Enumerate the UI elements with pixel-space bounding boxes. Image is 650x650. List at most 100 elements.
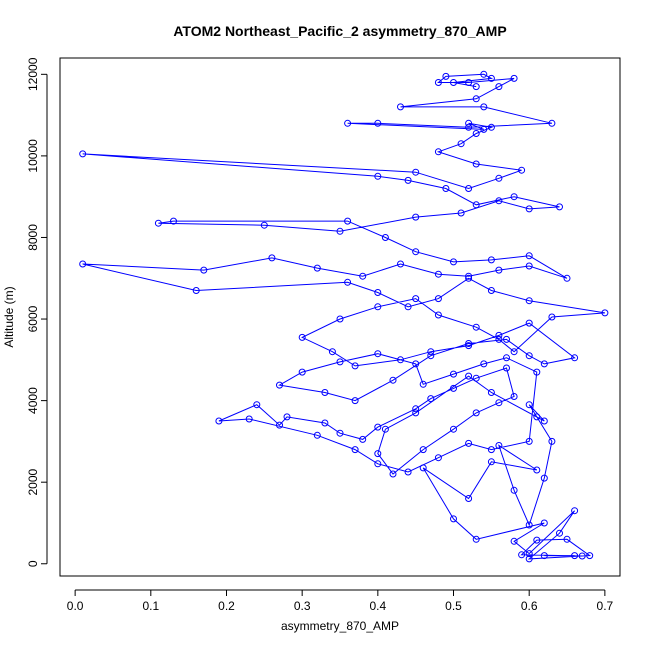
x-axis-label: asymmetry_870_AMP bbox=[281, 619, 399, 633]
data-point bbox=[487, 287, 495, 294]
data-point bbox=[503, 364, 510, 372]
data-point bbox=[434, 270, 442, 278]
data-point bbox=[359, 435, 367, 443]
data-point bbox=[268, 254, 276, 262]
data-point bbox=[450, 258, 457, 266]
data-point bbox=[298, 333, 306, 341]
data-point bbox=[397, 356, 404, 364]
y-tick-label: 6000 bbox=[26, 305, 40, 332]
y-tick-label: 2000 bbox=[26, 469, 40, 496]
data-point bbox=[442, 185, 450, 192]
data-point bbox=[359, 272, 367, 280]
data-point bbox=[321, 389, 329, 396]
data-point bbox=[336, 227, 344, 235]
data-point bbox=[245, 415, 253, 423]
data-point bbox=[389, 470, 397, 478]
data-point bbox=[374, 172, 382, 180]
data-point bbox=[480, 360, 488, 368]
plot-frame bbox=[59, 57, 621, 577]
data-point bbox=[495, 174, 503, 182]
x-tick-label: 0.1 bbox=[142, 599, 159, 613]
data-point bbox=[465, 439, 473, 447]
data-point bbox=[510, 348, 518, 356]
data-point bbox=[336, 315, 344, 323]
data-point bbox=[495, 197, 503, 205]
data-point bbox=[434, 79, 442, 86]
data-point bbox=[548, 437, 556, 445]
data-point bbox=[374, 423, 382, 431]
data-point bbox=[283, 413, 291, 421]
data-point bbox=[533, 466, 541, 474]
data-point bbox=[472, 535, 480, 543]
data-point bbox=[374, 450, 382, 458]
data-point bbox=[472, 83, 480, 91]
data-point bbox=[480, 103, 488, 111]
x-tick-label: 0.3 bbox=[294, 599, 311, 613]
data-point bbox=[170, 217, 177, 225]
data-point bbox=[525, 437, 533, 445]
chart-title: ATOM2 Northeast_Pacific_2 asymmetry_870_… bbox=[173, 23, 506, 39]
data-point bbox=[465, 372, 473, 380]
data-point bbox=[253, 401, 261, 409]
data-point bbox=[495, 335, 503, 343]
data-point bbox=[412, 295, 420, 303]
data-point bbox=[313, 264, 321, 272]
data-point bbox=[525, 555, 533, 563]
data-point bbox=[412, 213, 420, 221]
x-tick-label: 0.7 bbox=[597, 599, 614, 613]
data-point bbox=[487, 446, 495, 454]
data-point bbox=[586, 552, 594, 560]
data-point bbox=[487, 458, 495, 466]
data-point bbox=[374, 460, 382, 468]
data-point bbox=[389, 376, 397, 384]
data-point bbox=[381, 234, 389, 241]
data-point bbox=[450, 425, 457, 433]
data-point bbox=[601, 309, 609, 317]
data-point bbox=[412, 360, 420, 368]
data-point bbox=[525, 297, 533, 305]
data-point bbox=[276, 421, 283, 429]
data-point bbox=[525, 550, 533, 558]
data-point bbox=[556, 529, 563, 537]
data-point bbox=[533, 413, 541, 421]
data-point bbox=[427, 395, 435, 403]
data-point bbox=[495, 331, 503, 339]
data-point bbox=[540, 474, 548, 482]
data-point bbox=[540, 360, 548, 368]
data-point bbox=[495, 399, 503, 407]
data-point bbox=[563, 274, 571, 282]
data-point bbox=[336, 429, 344, 437]
data-point bbox=[450, 370, 457, 378]
y-tick-label: 12000 bbox=[26, 57, 40, 91]
data-point bbox=[457, 140, 465, 148]
data-point bbox=[154, 219, 162, 227]
x-axis: 0.0 0.1 0.2 0.3 0.4 0.5 0.6 0.7 bbox=[67, 589, 614, 613]
data-point bbox=[434, 454, 442, 462]
data-point bbox=[578, 552, 586, 560]
data-point bbox=[404, 303, 412, 311]
data-point bbox=[525, 319, 533, 327]
data-point bbox=[472, 409, 480, 417]
data-point bbox=[465, 272, 473, 280]
data-point bbox=[510, 537, 518, 545]
data-point bbox=[495, 442, 503, 449]
data-point bbox=[525, 521, 533, 529]
data-point bbox=[450, 384, 457, 392]
data-point bbox=[313, 431, 321, 439]
data-point bbox=[351, 362, 359, 370]
series-layer bbox=[79, 70, 609, 563]
x-tick-label: 0.0 bbox=[67, 599, 84, 613]
data-point bbox=[465, 123, 473, 131]
data-point bbox=[480, 70, 488, 78]
data-point bbox=[412, 168, 420, 176]
data-point bbox=[518, 551, 526, 559]
x-tick-label: 0.4 bbox=[369, 599, 386, 613]
data-point bbox=[397, 103, 404, 111]
data-point bbox=[487, 74, 495, 82]
y-tick-label: 10000 bbox=[26, 139, 40, 173]
data-point bbox=[79, 260, 87, 268]
data-point bbox=[344, 278, 352, 286]
data-point bbox=[276, 381, 283, 389]
data-point bbox=[472, 201, 480, 209]
